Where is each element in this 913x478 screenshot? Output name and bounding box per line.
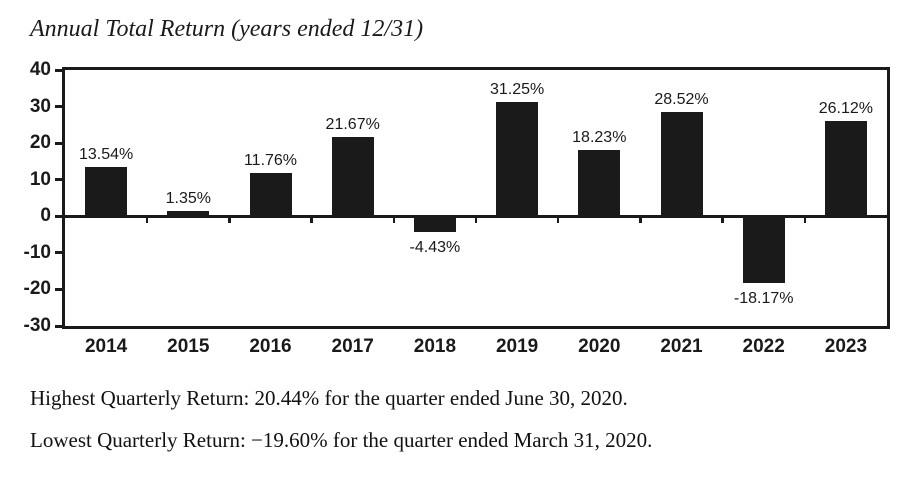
x-axis-label-2023: 2023 — [824, 336, 868, 357]
bar-value-label-2022: -18.17% — [733, 289, 794, 307]
bar-value-label-2017: 21.67% — [325, 116, 380, 134]
bar-2023 — [824, 120, 867, 217]
x-axis-tick — [556, 217, 560, 224]
x-axis: 2014 2015 2016 2017 2018 2019 2020 2021 2022 2023 — [65, 337, 887, 359]
x-axis-label-2015: 2015 — [167, 336, 210, 357]
bar-2015 — [167, 211, 210, 217]
bar-2016 — [249, 173, 292, 217]
x-axis-tick — [721, 217, 724, 224]
y-axis-tick — [55, 214, 62, 218]
chart-title: Annual Total Return (years ended 12/31) — [30, 16, 424, 42]
bar-value-label-2023: 26.12% — [818, 99, 874, 117]
y-axis-label--30: -30 — [23, 315, 51, 336]
bar-value-label-2016: 11.76% — [243, 152, 298, 170]
bar-value-label-2021: 28.52% — [654, 90, 709, 108]
y-axis-label-20: 20 — [29, 132, 51, 154]
y-axis-label--20: -20 — [23, 278, 51, 300]
x-axis-label-2020: 2020 — [578, 336, 621, 357]
bar-2019 — [496, 102, 539, 217]
highest-quarterly-return-text: Highest Quarterly Return: 20.44% for the… — [30, 386, 628, 410]
y-axis-label-10: 10 — [29, 168, 51, 190]
x-axis-tick — [803, 217, 807, 224]
y-axis-tick — [55, 141, 62, 145]
x-axis-tick — [228, 217, 231, 224]
bar-2020 — [578, 149, 621, 217]
bar-2014 — [85, 166, 128, 217]
y-axis-tick — [55, 324, 62, 328]
x-axis-tick — [310, 217, 313, 224]
x-axis-label-2014: 2014 — [84, 336, 128, 357]
y-axis-tick — [55, 178, 62, 182]
bar-value-label-2015: 1.35% — [165, 190, 211, 208]
x-axis-tick — [474, 217, 478, 224]
bar-value-label-2018: -4.43% — [409, 239, 461, 257]
x-axis-label-2019: 2019 — [495, 336, 539, 357]
y-axis-label-40: 40 — [29, 59, 51, 80]
y-axis-tick — [55, 68, 62, 72]
y-axis-label--10: -10 — [23, 241, 51, 263]
x-axis-label-2016: 2016 — [249, 336, 292, 357]
zero-axis-line — [65, 214, 887, 218]
bar-value-label-2014: 13.54% — [78, 145, 134, 163]
bar-value-label-2020: 18.23% — [572, 128, 627, 146]
y-axis: 40 30 20 10 0 -10 -20 -30 — [0, 59, 62, 336]
bar-2022 — [742, 216, 785, 283]
bar-2021 — [660, 111, 703, 217]
bar-value-label-2019: 31.25% — [489, 81, 545, 98]
y-axis-tick — [55, 251, 62, 255]
x-axis-tick — [392, 217, 396, 224]
x-axis-label-2021: 2021 — [660, 336, 703, 357]
y-axis-label-30: 30 — [29, 95, 51, 117]
bar-2018 — [413, 216, 456, 233]
plot-area: 13.54% 1.35% 11.76% 21.67% -4.43% 31.25% 18.23… — [62, 67, 890, 329]
y-axis-label-0: 0 — [40, 205, 51, 227]
lowest-quarterly-return-text: Lowest Quarterly Return: −19.60% for the… — [30, 428, 653, 452]
x-axis-tick — [145, 217, 149, 224]
y-axis-tick — [55, 287, 62, 291]
x-axis-label-2018: 2018 — [413, 336, 457, 357]
y-axis-tick — [55, 105, 62, 109]
x-axis-label-2017: 2017 — [331, 336, 374, 357]
x-axis-label-2022: 2022 — [742, 336, 785, 357]
x-axis-tick — [639, 217, 642, 224]
bar-2017 — [331, 137, 374, 217]
